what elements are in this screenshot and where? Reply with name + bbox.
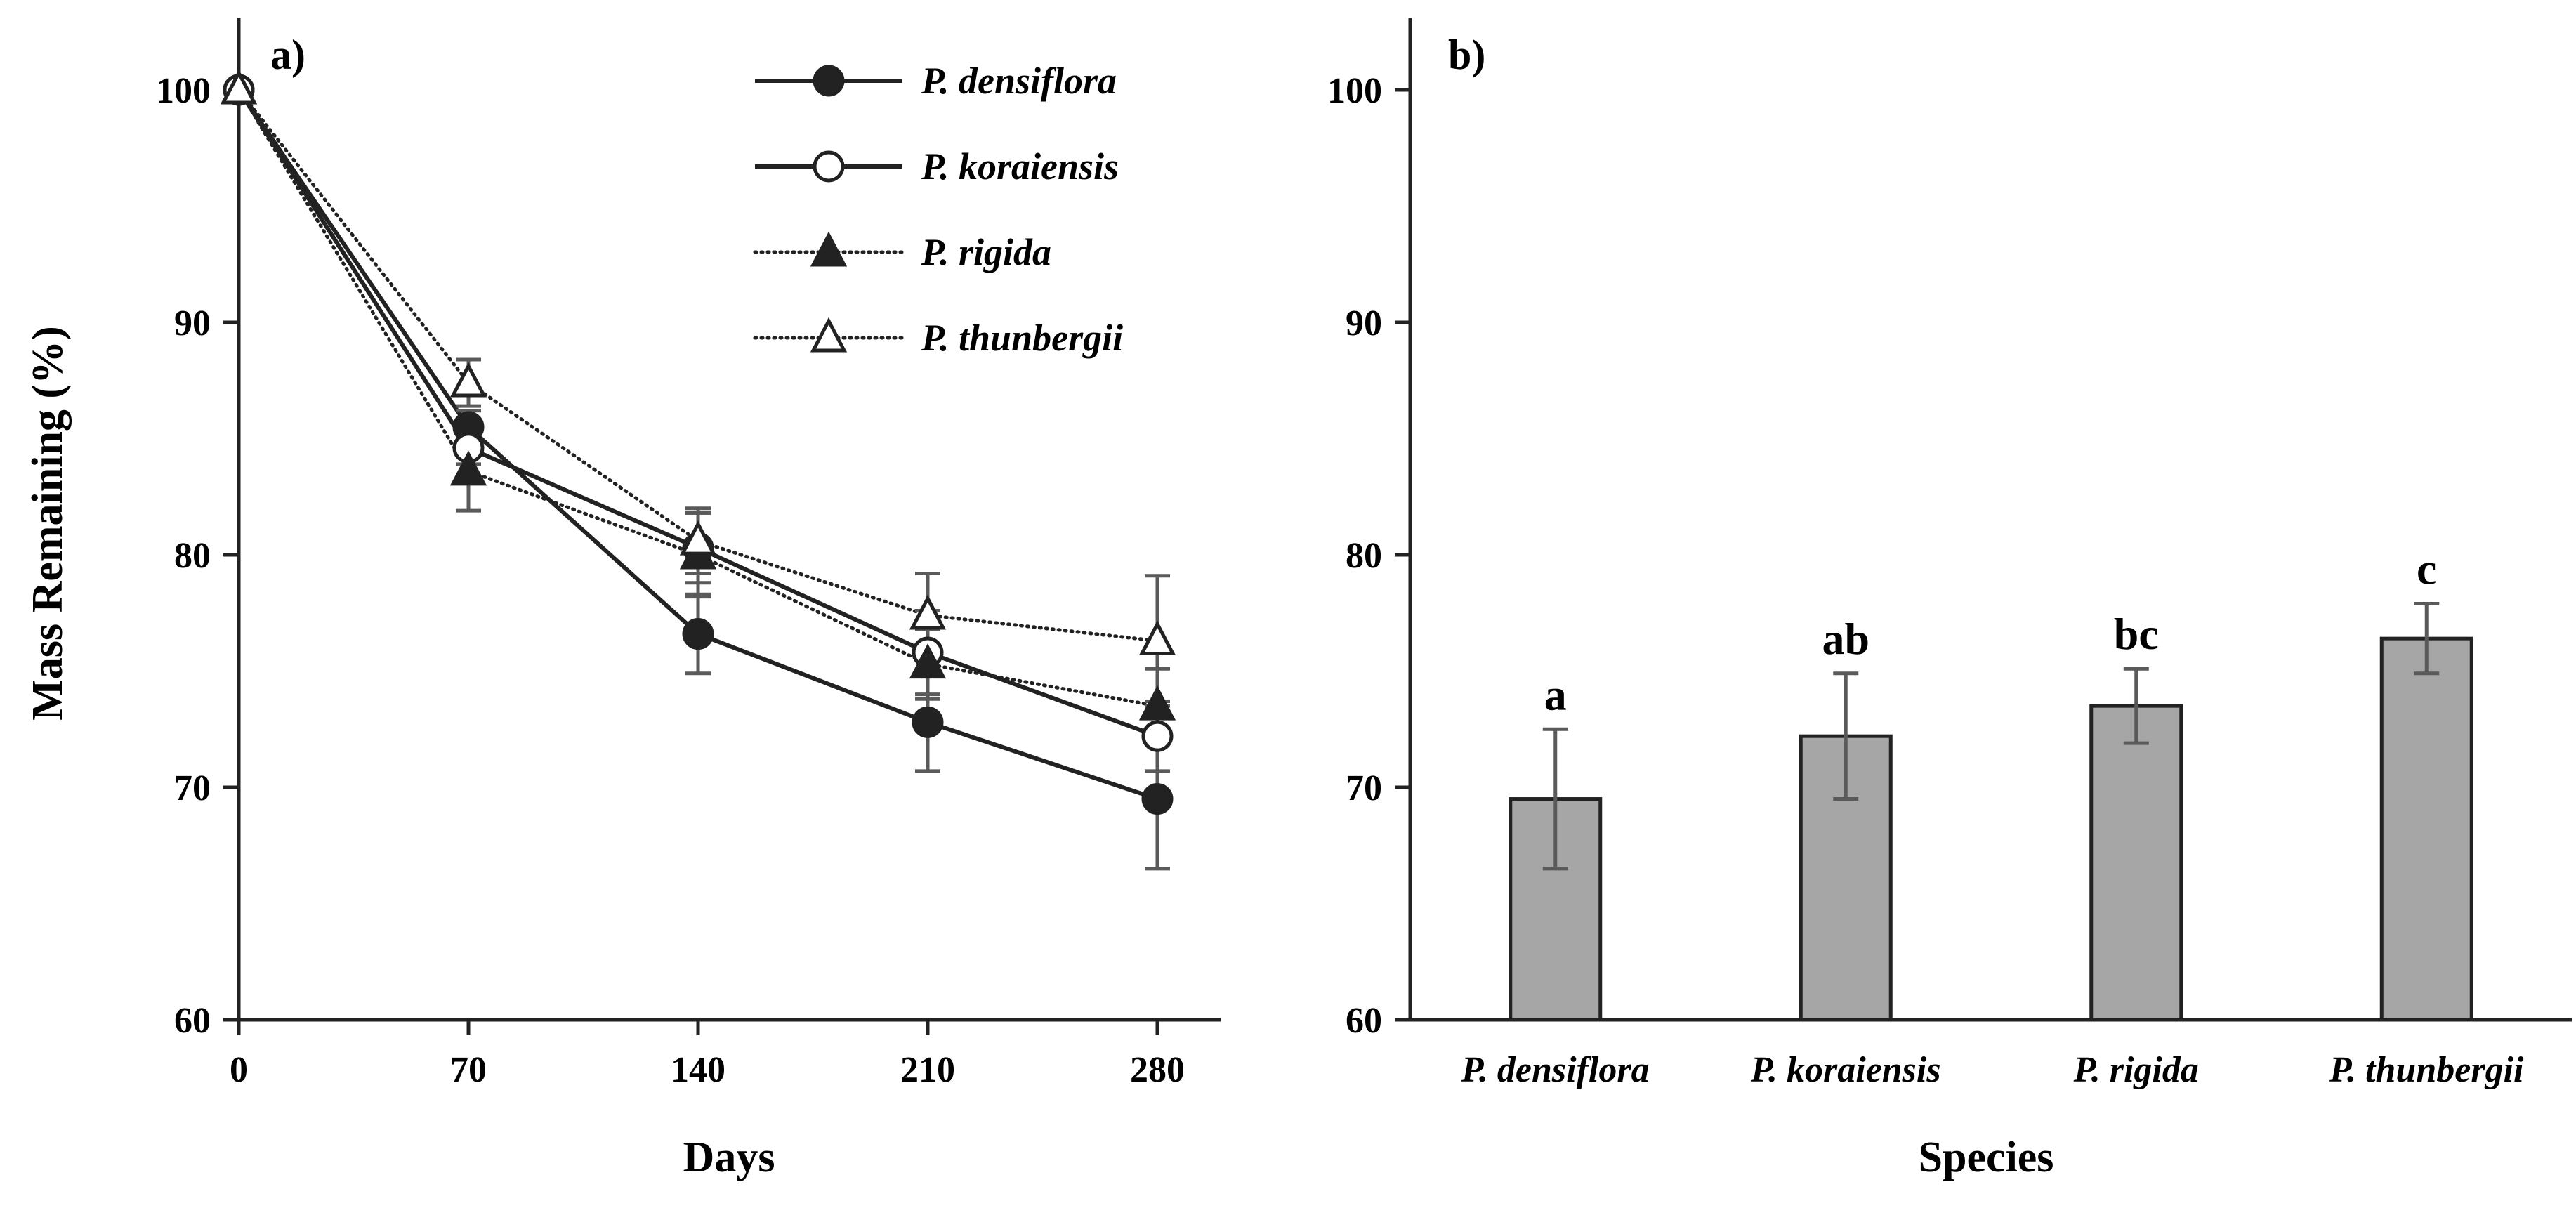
panel-a-ytick-label: 80 — [174, 536, 211, 576]
data-point-p-thunbergii — [679, 520, 717, 556]
significance-label-p-densiflora: a — [1544, 669, 1567, 719]
panel-a-xtick-label: 70 — [450, 1050, 487, 1090]
data-point-p-densiflora — [912, 706, 944, 738]
legend-marker-p-koraiensis — [813, 150, 845, 183]
data-point-p-koraiensis — [1141, 720, 1174, 752]
significance-label-p-rigida: bc — [2114, 609, 2159, 659]
significance-label-p-thunbergii: c — [2417, 544, 2436, 594]
panel-b-ytick-label: 90 — [1346, 303, 1382, 343]
legend-marker-p-thunbergii — [810, 317, 848, 353]
panel-a-legend: P. densiflora P. koraiensis P. rigida P. th… — [753, 60, 1123, 359]
panel-a-xtick-label: 210 — [900, 1050, 955, 1090]
panel-b-ytick-label: 80 — [1346, 536, 1382, 576]
panel-b-xtick-label: P. densiflora — [1461, 1050, 1650, 1090]
panel-a-ytick-label: 90 — [174, 303, 211, 343]
legend-label-p-rigida: P. rigida — [921, 231, 1051, 273]
data-point-p-thunbergii — [449, 362, 487, 398]
data-point-p-rigida — [909, 643, 947, 679]
legend-label-p-thunbergii: P. thunbergii — [921, 317, 1123, 359]
bar-p-rigida — [2089, 704, 2183, 1022]
panel-a-ytick-label: 60 — [174, 1001, 211, 1041]
data-point-p-densiflora — [682, 618, 714, 650]
panel-a-xtick-label: 0 — [230, 1050, 248, 1090]
panel-b-bar-chart: b) Species 60 70 80 90 100 P. densiflora P. ko… — [1327, 18, 2572, 1181]
significance-label-p-koraiensis: ab — [1822, 614, 1869, 664]
panel-b-xtick-label: P. rigida — [2073, 1050, 2199, 1090]
data-point-p-thunbergii — [1138, 620, 1176, 655]
panel-a-ytick-label: 70 — [174, 768, 211, 808]
data-point-p-thunbergii — [220, 69, 258, 105]
legend-label-p-densiflora: P. densiflora — [921, 60, 1117, 102]
panel-a-ytick-label: 100 — [156, 71, 211, 111]
series-line-p-densiflora — [237, 88, 1158, 801]
data-point-p-rigida — [449, 450, 487, 486]
legend-marker-p-rigida — [810, 231, 848, 267]
data-point-p-rigida — [1138, 685, 1176, 721]
data-point-p-densiflora — [1141, 783, 1174, 815]
panel-a-line-chart: a) Mass Remaining (%) Days 60 70 80 90 100 0 7… — [24, 18, 1221, 1181]
data-point-p-thunbergii — [909, 594, 947, 630]
legend-marker-p-densiflora — [813, 65, 845, 97]
panel-b-ytick-label: 60 — [1346, 1001, 1382, 1041]
panel-b-xlabel: Species — [1919, 1134, 2054, 1181]
panel-a-xtick-label: 280 — [1130, 1050, 1185, 1090]
panel-b-xtick-label: P. koraiensis — [1750, 1050, 1941, 1090]
legend-label-p-koraiensis: P. koraiensis — [921, 145, 1119, 188]
panel-b-label: b) — [1448, 32, 1485, 78]
panel-b-ytick-label: 100 — [1327, 71, 1382, 111]
panel-a-ylabel: Mass Remaining (%) — [24, 326, 72, 720]
panel-b-xtick-label: P. thunbergii — [2329, 1050, 2524, 1090]
panel-a-xtick-label: 140 — [671, 1050, 725, 1090]
bar-p-thunbergii — [2379, 636, 2473, 1022]
panel-b-ytick-label: 70 — [1346, 768, 1382, 808]
panel-a-label: a) — [270, 32, 305, 78]
panel-a-xlabel: Days — [683, 1134, 775, 1181]
